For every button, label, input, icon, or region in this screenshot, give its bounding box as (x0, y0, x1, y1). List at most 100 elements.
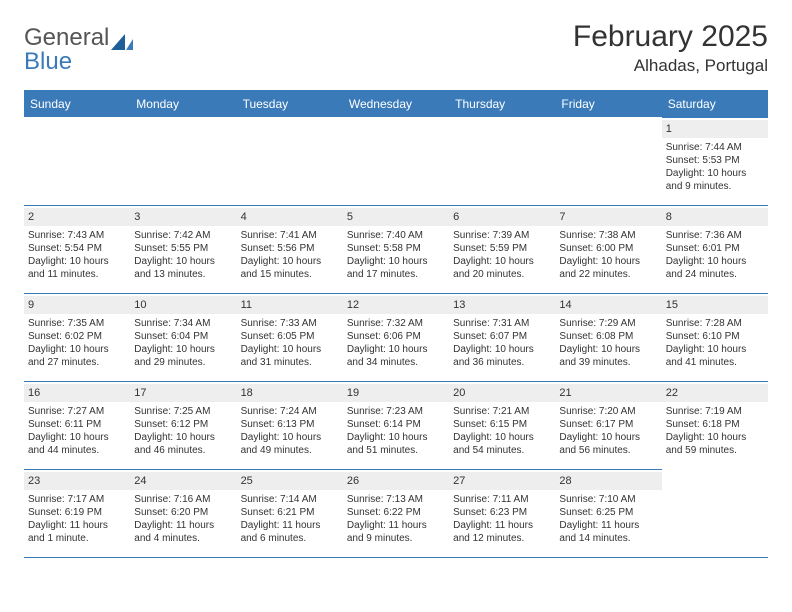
daylight1-text: Daylight: 10 hours (453, 343, 551, 356)
daylight1-text: Daylight: 10 hours (347, 255, 445, 268)
dow-monday: Monday (130, 92, 236, 117)
daylight2-text: and 46 minutes. (134, 444, 232, 457)
logo: GeneralBlue (24, 20, 133, 74)
day-of-week-header: Sunday Monday Tuesday Wednesday Thursday… (24, 92, 768, 117)
sunrise-text: Sunrise: 7:33 AM (241, 317, 339, 330)
sunset-text: Sunset: 6:06 PM (347, 330, 445, 343)
calendar-cell: 11Sunrise: 7:33 AMSunset: 6:05 PMDayligh… (237, 293, 343, 381)
logo-word-1: General (24, 24, 109, 51)
calendar-cell-blank (237, 117, 343, 205)
day-number: 14 (555, 296, 661, 314)
calendar-cell-blank (343, 117, 449, 205)
daylight1-text: Daylight: 10 hours (453, 255, 551, 268)
calendar-cell: 18Sunrise: 7:24 AMSunset: 6:13 PMDayligh… (237, 381, 343, 469)
daylight1-text: Daylight: 10 hours (28, 343, 126, 356)
calendar-cell: 20Sunrise: 7:21 AMSunset: 6:15 PMDayligh… (449, 381, 555, 469)
sunset-text: Sunset: 6:21 PM (241, 506, 339, 519)
calendar-cell: 21 Sunrise: 7:20 AMSunset: 6:17 PMDayligh… (555, 381, 661, 469)
sunset-text: Sunset: 5:53 PM (666, 154, 764, 167)
calendar-cell: 14Sunrise: 7:29 AMSunset: 6:08 PMDayligh… (555, 293, 661, 381)
calendar-cell: 2Sunrise: 7:43 AMSunset: 5:54 PMDaylight… (24, 205, 130, 293)
day-number: 23 (24, 472, 130, 490)
sunset-text: Sunset: 6:13 PM (241, 418, 339, 431)
daylight1-text: Daylight: 10 hours (347, 343, 445, 356)
sunrise-text: Sunrise: 7:21 AM (453, 405, 551, 418)
sunrise-text: Sunrise: 7:20 AM (559, 405, 657, 418)
calendar-cell: 19Sunrise: 7:23 AMSunset: 6:14 PMDayligh… (343, 381, 449, 469)
sunrise-text: Sunrise: 7:14 AM (241, 493, 339, 506)
sunrise-text: Sunrise: 7:13 AM (347, 493, 445, 506)
calendar-cell: 26Sunrise: 7:13 AMSunset: 6:22 PMDayligh… (343, 469, 449, 557)
daylight2-text: and 9 minutes. (347, 532, 445, 545)
sunrise-text: Sunrise: 7:27 AM (28, 405, 126, 418)
sunrise-text: Sunrise: 7:43 AM (28, 229, 126, 242)
location-label: Alhadas, Portugal (573, 56, 768, 76)
calendar-cell: 3Sunrise: 7:42 AMSunset: 5:55 PMDaylight… (130, 205, 236, 293)
daylight1-text: Daylight: 10 hours (241, 255, 339, 268)
sunset-text: Sunset: 6:18 PM (666, 418, 764, 431)
day-number: 2 (24, 208, 130, 226)
sunrise-text: Sunrise: 7:24 AM (241, 405, 339, 418)
sunset-text: Sunset: 6:05 PM (241, 330, 339, 343)
sunset-text: Sunset: 6:00 PM (559, 242, 657, 255)
daylight2-text: and 49 minutes. (241, 444, 339, 457)
calendar-cell: 17Sunrise: 7:25 AMSunset: 6:12 PMDayligh… (130, 381, 236, 469)
day-number: 16 (24, 384, 130, 402)
sunrise-text: Sunrise: 7:17 AM (28, 493, 126, 506)
sunset-text: Sunset: 5:55 PM (134, 242, 232, 255)
daylight2-text: and 17 minutes. (347, 268, 445, 281)
daylight2-text: and 56 minutes. (559, 444, 657, 457)
sunset-text: Sunset: 6:14 PM (347, 418, 445, 431)
day-number: 15 (662, 296, 768, 314)
day-number: 5 (343, 208, 449, 226)
calendar-cell-blank (24, 117, 130, 205)
daylight1-text: Daylight: 10 hours (134, 343, 232, 356)
dow-wednesday: Wednesday (343, 92, 449, 117)
sunrise-text: Sunrise: 7:36 AM (666, 229, 764, 242)
sunset-text: Sunset: 5:54 PM (28, 242, 126, 255)
day-number: 22 (662, 384, 768, 402)
daylight1-text: Daylight: 10 hours (559, 343, 657, 356)
daylight1-text: Daylight: 10 hours (559, 431, 657, 444)
dow-tuesday: Tuesday (237, 92, 343, 117)
sunset-text: Sunset: 5:58 PM (347, 242, 445, 255)
day-number: 21 (555, 384, 661, 402)
day-number: 24 (130, 472, 236, 490)
sunrise-text: Sunrise: 7:31 AM (453, 317, 551, 330)
sunset-text: Sunset: 6:20 PM (134, 506, 232, 519)
sunrise-text: Sunrise: 7:42 AM (134, 229, 232, 242)
daylight2-text: and 12 minutes. (453, 532, 551, 545)
day-number: 10 (130, 296, 236, 314)
sunset-text: Sunset: 5:59 PM (453, 242, 551, 255)
sunrise-text: Sunrise: 7:40 AM (347, 229, 445, 242)
calendar-cell: 15Sunrise: 7:28 AMSunset: 6:10 PMDayligh… (662, 293, 768, 381)
sunrise-text: Sunrise: 7:41 AM (241, 229, 339, 242)
day-number: 25 (237, 472, 343, 490)
sunrise-text: Sunrise: 7:38 AM (559, 229, 657, 242)
sunset-text: Sunset: 6:22 PM (347, 506, 445, 519)
calendar-cell: 6Sunrise: 7:39 AMSunset: 5:59 PMDaylight… (449, 205, 555, 293)
dow-friday: Friday (555, 92, 661, 117)
calendar-cell: 4Sunrise: 7:41 AMSunset: 5:56 PMDaylight… (237, 205, 343, 293)
daylight1-text: Daylight: 11 hours (28, 519, 126, 532)
calendar-cell: 28Sunrise: 7:10 AMSunset: 6:25 PMDayligh… (555, 469, 661, 557)
sunset-text: Sunset: 6:19 PM (28, 506, 126, 519)
dow-thursday: Thursday (449, 92, 555, 117)
sunrise-text: Sunrise: 7:28 AM (666, 317, 764, 330)
sunrise-text: Sunrise: 7:23 AM (347, 405, 445, 418)
sunset-text: Sunset: 6:02 PM (28, 330, 126, 343)
sunrise-text: Sunrise: 7:11 AM (453, 493, 551, 506)
sunset-text: Sunset: 6:04 PM (134, 330, 232, 343)
calendar-cell: 1Sunrise: 7:44 AMSunset: 5:53 PMDaylight… (662, 117, 768, 205)
daylight2-text: and 11 minutes. (28, 268, 126, 281)
sunset-text: Sunset: 6:11 PM (28, 418, 126, 431)
sunset-text: Sunset: 6:17 PM (559, 418, 657, 431)
daylight1-text: Daylight: 10 hours (134, 255, 232, 268)
daylight2-text: and 34 minutes. (347, 356, 445, 369)
calendar-cell-blank (555, 117, 661, 205)
daylight2-text: and 6 minutes. (241, 532, 339, 545)
day-number: 8 (662, 208, 768, 226)
day-number: 1 (662, 120, 768, 138)
dow-sunday: Sunday (24, 92, 130, 117)
calendar-cell-blank (449, 117, 555, 205)
